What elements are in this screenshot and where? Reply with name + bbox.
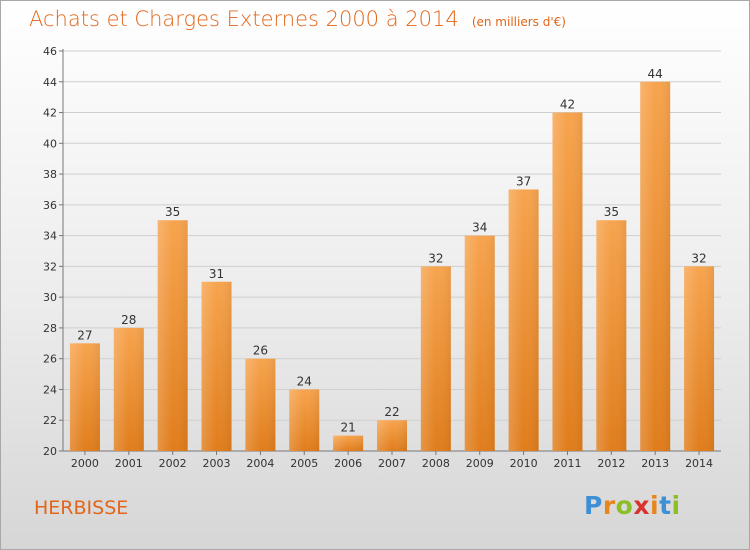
chart-title-block: Achats et Charges Externes 2000 à 2014 (…	[29, 7, 566, 31]
data-label: 44	[648, 67, 663, 81]
data-label: 35	[165, 205, 180, 219]
logo-letter: x	[633, 491, 650, 520]
data-label: 21	[340, 421, 355, 435]
bar-sheen	[201, 281, 232, 451]
logo-letter: o	[615, 491, 634, 520]
y-tick-label: 20	[43, 445, 57, 458]
logo-letter: P	[584, 491, 603, 520]
bar-sheen	[289, 389, 320, 451]
bar-sheen	[420, 266, 451, 451]
y-tick-label: 44	[43, 76, 57, 89]
x-tick-label: 2013	[641, 457, 669, 470]
data-label: 32	[691, 251, 706, 265]
y-tick-label: 28	[43, 322, 57, 335]
data-label: 32	[428, 251, 443, 265]
bar-sheen	[333, 435, 364, 451]
bar-sheen	[640, 81, 671, 452]
y-tick-label: 22	[43, 414, 57, 427]
data-label: 34	[472, 221, 487, 235]
logo-letter: r	[602, 491, 616, 520]
x-tick-label: 2000	[71, 457, 99, 470]
y-tick-label: 32	[43, 260, 57, 273]
y-tick-label: 30	[43, 291, 57, 304]
y-tick-label: 46	[43, 45, 57, 58]
x-tick-label: 2008	[422, 457, 450, 470]
y-tick-label: 34	[43, 230, 57, 243]
chart-title: Achats et Charges Externes 2000 à 2014	[29, 7, 459, 31]
data-label: 35	[604, 205, 619, 219]
bar-sheen	[245, 358, 276, 451]
bar-sheen	[508, 189, 539, 451]
x-tick-label: 2001	[115, 457, 143, 470]
x-tick-label: 2007	[378, 457, 406, 470]
data-label: 42	[560, 98, 575, 112]
bar-sheen	[552, 112, 583, 452]
bar-sheen	[684, 266, 715, 451]
data-label: 24	[297, 374, 312, 388]
y-tick-label: 26	[43, 353, 57, 366]
data-label: 31	[209, 267, 224, 281]
logo-letter: i	[650, 491, 660, 520]
x-tick-label: 2009	[466, 457, 494, 470]
data-labels: 27 28 35 31 26 24 21 22 32 34 37 42 35 44 32	[77, 67, 706, 435]
x-tick-label: 2012	[597, 457, 625, 470]
proxiti-logo: Proxiti	[584, 491, 681, 520]
logo-letter: t	[659, 491, 672, 520]
bar-sheen	[69, 343, 100, 451]
x-axis-ticks: 2000 2001 2002 2003 2004 2005 2006 2007 2008 2009…	[71, 451, 713, 470]
x-tick-label: 2002	[159, 457, 187, 470]
data-label: 26	[253, 344, 268, 358]
x-tick-label: 2005	[290, 457, 318, 470]
bars	[69, 81, 715, 452]
x-tick-label: 2006	[334, 457, 362, 470]
logo-letter: i	[671, 491, 681, 520]
bar-sheen	[157, 220, 188, 451]
y-tick-label: 38	[43, 168, 57, 181]
y-tick-label: 36	[43, 199, 57, 212]
data-label: 27	[77, 328, 92, 342]
data-label: 37	[516, 174, 531, 188]
chart-subtitle: (en milliers d'€)	[471, 15, 566, 29]
y-axis-ticks: 20 22 24 26 28 30 32 34 36 38 40 42 44 46	[43, 45, 63, 458]
bar-sheen	[377, 420, 407, 451]
y-tick-label: 40	[43, 137, 57, 150]
y-tick-label: 42	[43, 107, 57, 120]
x-tick-label: 2011	[553, 457, 581, 470]
commune-name: HERBISSE	[34, 497, 129, 519]
x-tick-label: 2003	[203, 457, 231, 470]
x-tick-label: 2014	[685, 457, 713, 470]
bar-sheen	[464, 235, 495, 451]
data-label: 28	[121, 313, 136, 327]
bar-sheen	[596, 220, 627, 451]
bar-sheen	[113, 327, 144, 451]
x-tick-label: 2004	[246, 457, 274, 470]
data-label: 22	[384, 405, 399, 419]
y-tick-label: 24	[43, 383, 57, 396]
x-tick-label: 2010	[510, 457, 538, 470]
